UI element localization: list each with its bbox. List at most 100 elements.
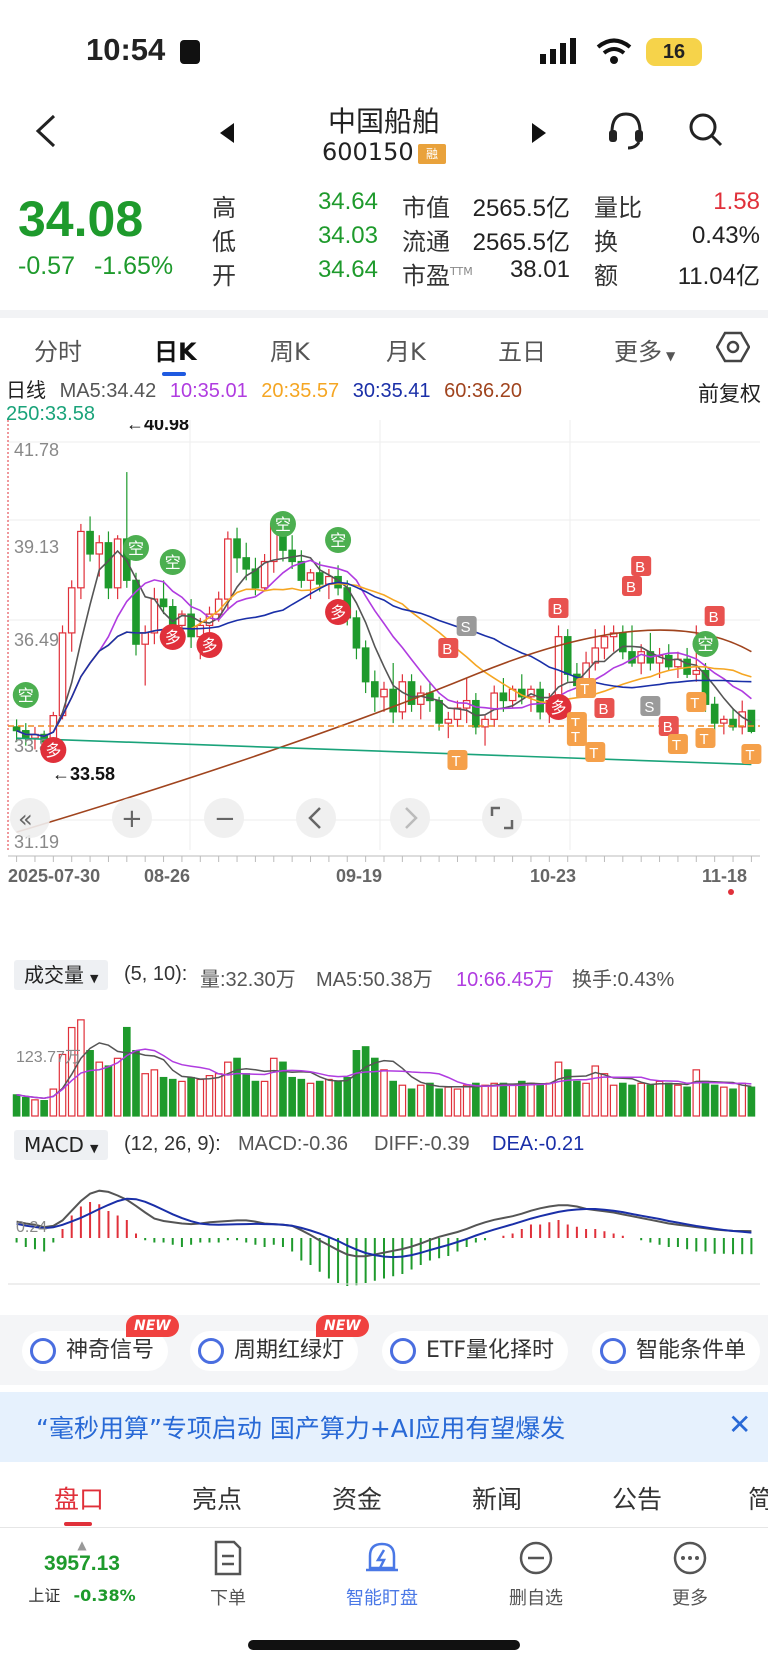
tab-handicap[interactable]: 盘口: [54, 1485, 105, 1514]
candle: [168, 606, 177, 627]
candle: [104, 542, 113, 589]
svg-text:+: +: [121, 804, 143, 834]
kline-chart[interactable]: 41.78 39.13 36.49 33.8 31.19 ←40.98 ←33.…: [0, 420, 768, 940]
volume-bar: [609, 1084, 618, 1117]
promo-banner[interactable]: “毫秒用算”专项启动 国产算力+AI应用有望爆发 ✕: [0, 1392, 768, 1462]
magic-signal-chip[interactable]: 神奇信号 NEW: [22, 1315, 179, 1371]
back-arrow-icon[interactable]: [34, 114, 58, 148]
volume-bar: [692, 1069, 701, 1117]
t-signal-box: T: [576, 678, 597, 698]
float-cap-label: 流通: [402, 228, 450, 256]
volume-bar: [591, 1065, 600, 1117]
zoom-in-icon[interactable]: +: [112, 798, 152, 838]
index-ticker[interactable]: ▲ 3957.13 上证 -0.38%: [22, 1538, 142, 1606]
volume-bar: [618, 1082, 627, 1117]
y-tick: 41.78: [14, 440, 59, 460]
volume-bar: [343, 1076, 352, 1117]
scroll-right-icon[interactable]: [390, 798, 430, 838]
next-stock-icon[interactable]: [530, 122, 548, 144]
remove-watchlist-button[interactable]: 删自选: [476, 1538, 596, 1610]
etf-timing-chip[interactable]: ETF量化择时: [382, 1331, 568, 1371]
tab-daily-k[interactable]: 日K: [154, 338, 197, 366]
tab-intraday[interactable]: 分时: [34, 338, 82, 366]
settings-hexagon-icon[interactable]: [716, 330, 750, 364]
candle: [729, 718, 737, 728]
buy-signal-box: B: [631, 556, 652, 576]
tab-profile[interactable]: 简: [748, 1485, 768, 1514]
tab-monthly-k[interactable]: 月K: [386, 338, 426, 366]
ma30-value: 30:35.41: [352, 380, 431, 402]
candle: [371, 681, 379, 698]
volume-bar: [444, 1086, 453, 1117]
volume-bar: [104, 1065, 113, 1117]
volume-bar: [407, 1088, 416, 1117]
ma5-value: MA5:34.42: [59, 380, 157, 402]
candle: [251, 568, 260, 589]
tab-funds[interactable]: 资金: [332, 1485, 383, 1514]
volume-bar: [49, 1088, 58, 1117]
smart-watch-button[interactable]: 智能盯盘: [322, 1538, 442, 1610]
search-icon[interactable]: [688, 112, 724, 148]
more-button[interactable]: 更多: [630, 1538, 750, 1610]
svg-text:T: T: [699, 731, 708, 748]
ma10-value: 10:35.01: [169, 380, 248, 402]
active-tab-underline: [162, 372, 186, 376]
volume-bar: [435, 1088, 443, 1117]
smart-order-chip[interactable]: 智能条件单: [592, 1331, 761, 1371]
scroll-left-icon[interactable]: [296, 798, 336, 838]
ma20-value: 20:35.57: [261, 380, 340, 402]
prev-stock-icon[interactable]: [218, 122, 236, 144]
volume-indicator-select[interactable]: 成交量 ▼: [14, 960, 109, 990]
chevron-down-icon: ▼: [89, 1142, 99, 1155]
amount-value: 11.04亿: [677, 263, 760, 290]
candle: [380, 688, 388, 698]
svg-text:B: B: [553, 601, 563, 618]
candle: [720, 718, 728, 724]
volume-bar: [150, 1069, 159, 1117]
svg-text:B: B: [626, 579, 636, 596]
candle: [591, 647, 600, 664]
volume-bar: [646, 1084, 655, 1117]
x-tick: 10-23: [530, 866, 576, 886]
tab-more[interactable]: 更多 ▼: [614, 338, 676, 366]
tab-announcements[interactable]: 公告: [612, 1485, 663, 1514]
margin-badge: 融: [418, 144, 446, 164]
candle: [315, 572, 324, 585]
svg-text:S: S: [644, 699, 654, 716]
long-signal-marker: 多: [40, 737, 67, 763]
fullscreen-icon[interactable]: [482, 798, 522, 838]
y-tick: 39.13: [14, 537, 59, 557]
tab-news[interactable]: 新闻: [472, 1485, 523, 1514]
t-signal-box: T: [585, 742, 606, 762]
collapse-left-icon[interactable]: «: [10, 798, 50, 838]
zoom-out-icon[interactable]: −: [204, 798, 244, 838]
volume-bar: [67, 1026, 76, 1117]
cycle-light-chip[interactable]: 周期红绿灯 NEW: [190, 1315, 369, 1371]
y-tick: 36.49: [14, 630, 59, 650]
volume-bar: [315, 1080, 324, 1117]
place-order-button[interactable]: 下单: [168, 1538, 288, 1610]
macd-indicator-select[interactable]: MACD ▼: [14, 1130, 109, 1160]
y-tick: 33.8: [14, 736, 49, 756]
candle: [435, 699, 443, 724]
customer-service-icon[interactable]: [606, 110, 646, 152]
pe-label: 市盈TTM: [402, 262, 473, 290]
volume-bar: [113, 1057, 122, 1117]
volume-bar: [490, 1082, 499, 1117]
tab-five-day[interactable]: 五日: [498, 338, 546, 366]
volume-bar: [122, 1026, 131, 1117]
adjust-button[interactable]: 前复权: [698, 382, 761, 406]
candle: [77, 530, 85, 589]
volume-ratio-value: 1.58: [713, 188, 760, 215]
candle: [95, 542, 104, 555]
t-signal-box: T: [686, 692, 707, 712]
close-icon[interactable]: ✕: [728, 1408, 752, 1441]
tab-weekly-k[interactable]: 周K: [270, 338, 310, 366]
tab-highlights[interactable]: 亮点: [192, 1485, 243, 1514]
svg-text:空: 空: [697, 635, 713, 654]
turnover-value: 0.43%: [691, 222, 760, 249]
quote-panel: 34.08 -0.57 -1.65% 高 34.64 低 34.03 开 34.…: [0, 180, 768, 300]
volume-ma-line: [16, 1048, 752, 1099]
volume-bar: [527, 1082, 535, 1117]
